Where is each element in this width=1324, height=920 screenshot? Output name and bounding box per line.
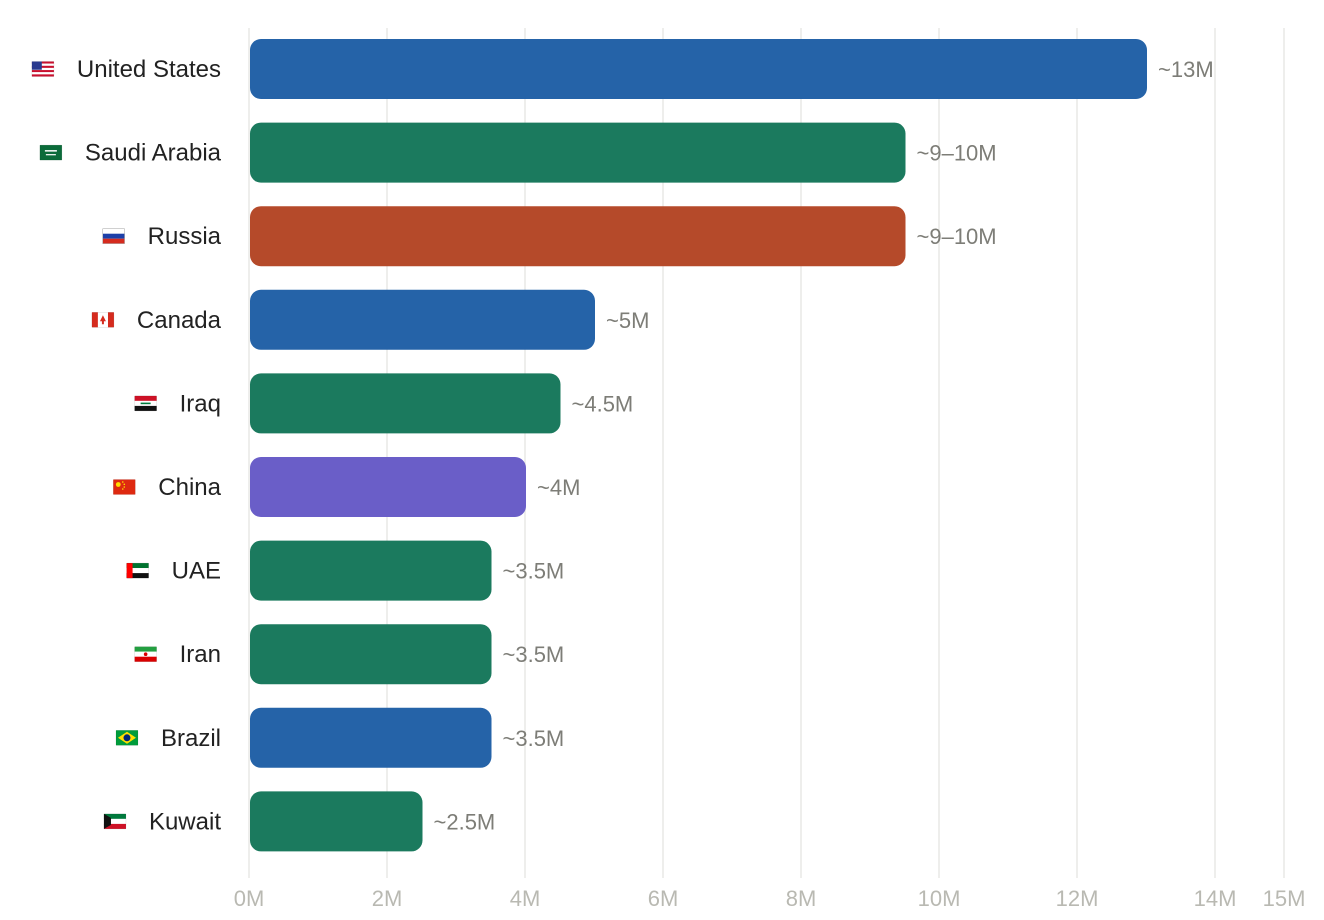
x-tick-label: 4M (510, 886, 541, 911)
bar-saudi-arabia (250, 122, 906, 183)
brazil-flag-icon (115, 729, 139, 746)
value-label-united-states: ~13M (1158, 57, 1214, 82)
saudi-arabia-flag-icon (39, 144, 63, 161)
iraq-flag-icon (134, 395, 157, 412)
bar-canada (250, 289, 595, 350)
category-label-russia: Russia (148, 223, 222, 250)
value-label-kuwait: ~2.5M (434, 809, 496, 834)
bar-kuwait (250, 791, 423, 852)
x-tick-label: 8M (786, 886, 817, 911)
x-axis-ticks: 0M 2M 4M 6M 8M 10M 12M 14M 15M (234, 886, 1306, 911)
category-label-saudi-arabia: Saudi Arabia (85, 140, 222, 167)
x-tick-label: 14M (1194, 886, 1237, 911)
value-label-iran: ~3.5M (503, 642, 565, 667)
bars: ~13M ~9–10M ~9–10M ~5M ~4.5M ~4M ~3.5M ~3.5M ~3.… (250, 39, 1214, 852)
x-tick-label: 0M (234, 886, 265, 911)
china-flag-icon (112, 479, 136, 495)
us-flag-icon (31, 61, 55, 77)
bar-iraq (250, 373, 561, 434)
bar-iran (250, 624, 492, 685)
x-tick-label: 15M (1263, 886, 1306, 911)
x-tick-label: 2M (372, 886, 403, 911)
category-label-iran: Iran (180, 641, 221, 668)
category-label-canada: Canada (137, 307, 222, 334)
x-tick-label: 6M (648, 886, 679, 911)
bar-united-states (250, 39, 1147, 99)
x-tick-label: 10M (918, 886, 961, 911)
canada-flag-icon (91, 311, 115, 328)
category-label-united-states: United States (77, 56, 221, 83)
category-label-china: China (158, 474, 221, 501)
category-label-uae: UAE (172, 558, 221, 585)
value-label-canada: ~5M (606, 308, 649, 333)
value-label-iraq: ~4.5M (572, 391, 634, 416)
bar-russia (250, 206, 906, 267)
uae-flag-icon (126, 562, 149, 579)
category-label-kuwait: Kuwait (149, 808, 221, 835)
bar-uae (250, 540, 492, 601)
iran-flag-icon (134, 646, 157, 663)
value-label-russia: ~9–10M (917, 224, 997, 249)
category-labels: United States Saudi Arabia Russia Canada Ira… (31, 56, 222, 835)
category-label-iraq: Iraq (180, 390, 221, 417)
russia-flag-icon (102, 228, 125, 244)
value-label-china: ~4M (537, 475, 580, 500)
value-label-uae: ~3.5M (503, 559, 565, 584)
kuwait-flag-icon (103, 813, 127, 830)
bar-china (250, 457, 526, 517)
category-label-brazil: Brazil (161, 725, 221, 752)
value-label-brazil: ~3.5M (503, 726, 565, 751)
value-label-saudi-arabia: ~9–10M (917, 141, 997, 166)
x-tick-label: 12M (1056, 886, 1099, 911)
bar-brazil (250, 707, 492, 768)
